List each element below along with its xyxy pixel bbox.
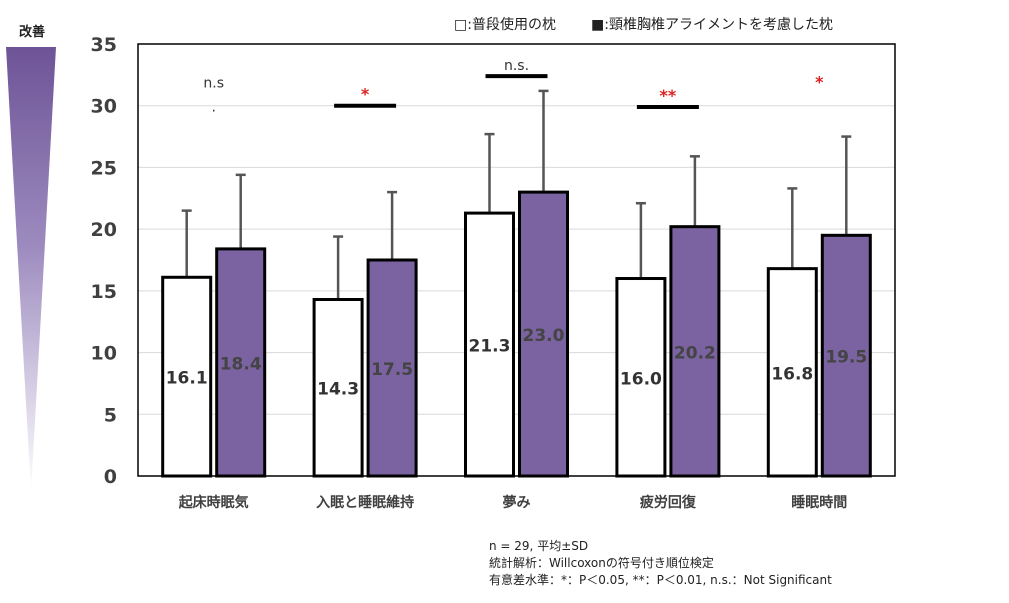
data-label: 19.5 xyxy=(825,348,867,368)
x-tick-label: 睡眠時間 xyxy=(791,494,847,511)
legend-series-1: □:普段使用の枕 xyxy=(454,16,556,33)
plot-frame xyxy=(137,43,896,477)
significance-label: n.s. xyxy=(504,58,529,74)
bar xyxy=(820,233,872,478)
significance-label: * xyxy=(361,85,370,104)
significance-label: * xyxy=(815,72,824,91)
y-tick-label: 20 xyxy=(91,219,117,241)
bar xyxy=(464,211,515,478)
y-tick-label: 15 xyxy=(91,281,117,303)
x-tick-label: 入眠と睡眠維持 xyxy=(316,494,414,511)
x-tick-label: 起床時眠気 xyxy=(178,494,249,511)
data-label: 16.0 xyxy=(620,369,662,389)
bar xyxy=(366,258,418,478)
y-tick-label: 35 xyxy=(91,34,117,56)
note-statistical-test: 統計解析：Willcoxonの符号付き順位検定 xyxy=(489,556,714,570)
y-tick-label: 30 xyxy=(91,96,117,118)
y-tick-label: 5 xyxy=(104,404,117,426)
note-sample-size: n = 29, 平均±SD xyxy=(489,539,589,553)
significance-label: ** xyxy=(660,86,677,105)
significance-suffix: . xyxy=(211,99,215,115)
data-label: 16.1 xyxy=(166,369,208,389)
legend-series-2: ■:頸椎胸椎アライメントを考慮した枕 xyxy=(591,17,833,33)
y-tick-label: 0 xyxy=(104,466,117,488)
bar xyxy=(161,275,213,478)
legend: □:普段使用の枕 ■:頸椎胸椎アライメントを考慮した枕 xyxy=(454,16,833,33)
improve-label: 改善 xyxy=(19,24,45,40)
bar xyxy=(312,297,364,478)
data-label: 18.4 xyxy=(220,354,262,374)
data-label: 17.5 xyxy=(371,360,413,380)
significance-label: n.s xyxy=(203,75,224,91)
bar xyxy=(615,277,667,478)
bar xyxy=(518,190,569,478)
y-tick-label: 10 xyxy=(91,343,117,365)
improve-gradient-arrow xyxy=(6,47,56,492)
data-label: 23.0 xyxy=(523,326,565,346)
data-label: 21.3 xyxy=(469,337,511,357)
bar xyxy=(215,247,267,478)
data-label: 14.3 xyxy=(317,380,359,400)
note-significance-levels: 有意差水準：*：P＜0.05, **：P＜0.01, n.s.：Not Sign… xyxy=(489,573,832,587)
y-tick-label: 25 xyxy=(91,157,117,179)
x-tick-label: 疲労回復 xyxy=(640,494,697,511)
bar xyxy=(766,267,818,478)
data-label: 20.2 xyxy=(674,343,716,363)
bar xyxy=(669,225,721,478)
x-tick-label: 夢み xyxy=(503,494,531,511)
data-label: 16.8 xyxy=(771,364,813,384)
